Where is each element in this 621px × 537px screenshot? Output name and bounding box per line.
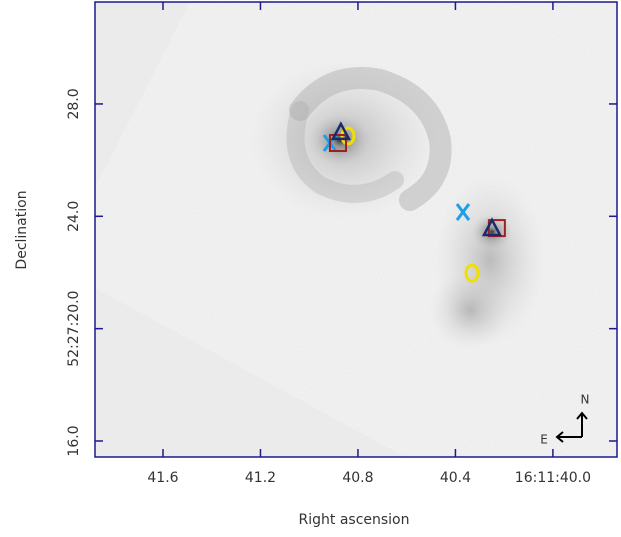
x-axis-title: Right ascension (299, 512, 410, 528)
x-tick-label: 41.6 (147, 470, 178, 486)
y-tick-label: 28.0 (66, 88, 82, 119)
x-tick-label: 41.2 (245, 470, 276, 486)
sky-image (95, 2, 617, 457)
y-axis-title: Declination (14, 190, 30, 269)
chart: Right ascension Declination N E 41.6 41.2… (0, 0, 621, 533)
x-tick-label: 40.8 (342, 470, 373, 486)
y-tick-label: 24.0 (66, 201, 82, 232)
x-tick-label: 16:11:40.0 (515, 470, 591, 486)
y-tick-label: 52:27:20.0 (66, 291, 82, 367)
compass-north: N (581, 393, 590, 407)
compass-east: E (540, 433, 548, 447)
y-tick-label: 16.0 (66, 425, 82, 456)
x-tick-label: 40.4 (440, 470, 471, 486)
